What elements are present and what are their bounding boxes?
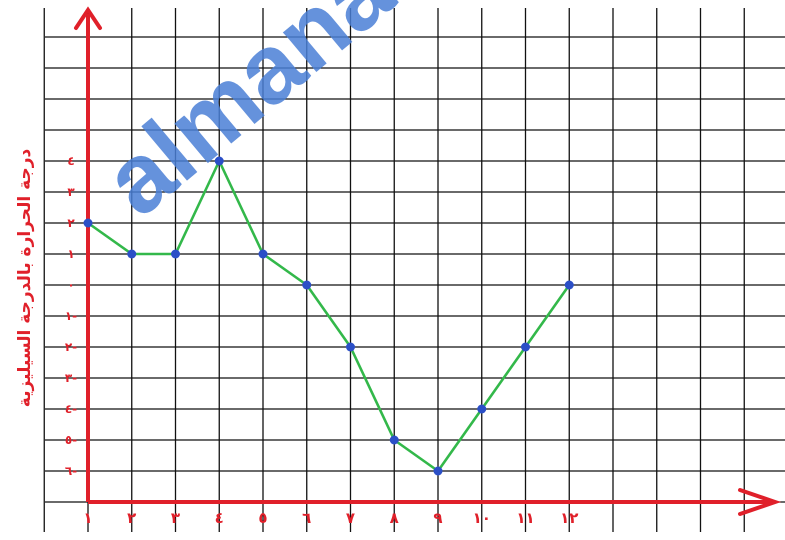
x-tick-label: ٦ xyxy=(302,509,311,527)
x-tick-label: ٨ xyxy=(390,509,399,527)
series-line xyxy=(87,159,571,473)
x-tick-label: ١ xyxy=(83,509,92,527)
data-point xyxy=(477,404,487,414)
y-tick-label: ١ xyxy=(67,247,74,261)
x-tick-label: ٩ xyxy=(433,509,442,527)
x-tick-label: ٤ xyxy=(215,509,224,527)
y-tick-label: ٥- xyxy=(65,433,77,447)
x-tick-label: ٥ xyxy=(258,509,267,527)
x-tick-label: ٧ xyxy=(346,509,355,527)
data-point xyxy=(302,280,312,290)
data-point xyxy=(171,249,180,259)
y-tick-label: ١- xyxy=(65,309,77,323)
y-tick-label: ٦- xyxy=(65,464,77,478)
data-point xyxy=(521,342,530,352)
data-point xyxy=(83,218,93,228)
x-tick-label: ١١ xyxy=(516,509,534,527)
watermark-text: almanahj xyxy=(83,0,479,236)
y-tick-label: ٣ xyxy=(67,185,75,199)
y-axis-arrowhead xyxy=(74,6,102,30)
y-tick-label: ٤ xyxy=(67,154,74,168)
x-tick-label: ١٢ xyxy=(560,509,578,527)
y-tick-label: ٢- xyxy=(65,340,77,354)
x-axis-arrowhead xyxy=(738,488,782,516)
y-tick-label: ٢ xyxy=(67,216,75,230)
y-tick-label: ٠ xyxy=(67,278,74,292)
data-point xyxy=(389,435,399,445)
x-tick-label: ١٠ xyxy=(473,509,491,527)
x-tick-label: ٢ xyxy=(127,509,136,527)
y-tick-label: ٣- xyxy=(65,371,77,385)
data-point xyxy=(564,280,574,290)
data-point xyxy=(258,249,268,259)
y-axis-title: درجة الحرارة بالدرجة السيليزية xyxy=(15,149,35,408)
y-tick-label: ٤- xyxy=(65,402,77,416)
data-point xyxy=(346,342,355,352)
series xyxy=(83,156,574,476)
axes xyxy=(74,6,782,516)
x-tick-label: ٣ xyxy=(171,509,180,527)
data-point xyxy=(127,249,137,259)
data-point xyxy=(433,466,443,476)
data-point xyxy=(214,156,224,166)
